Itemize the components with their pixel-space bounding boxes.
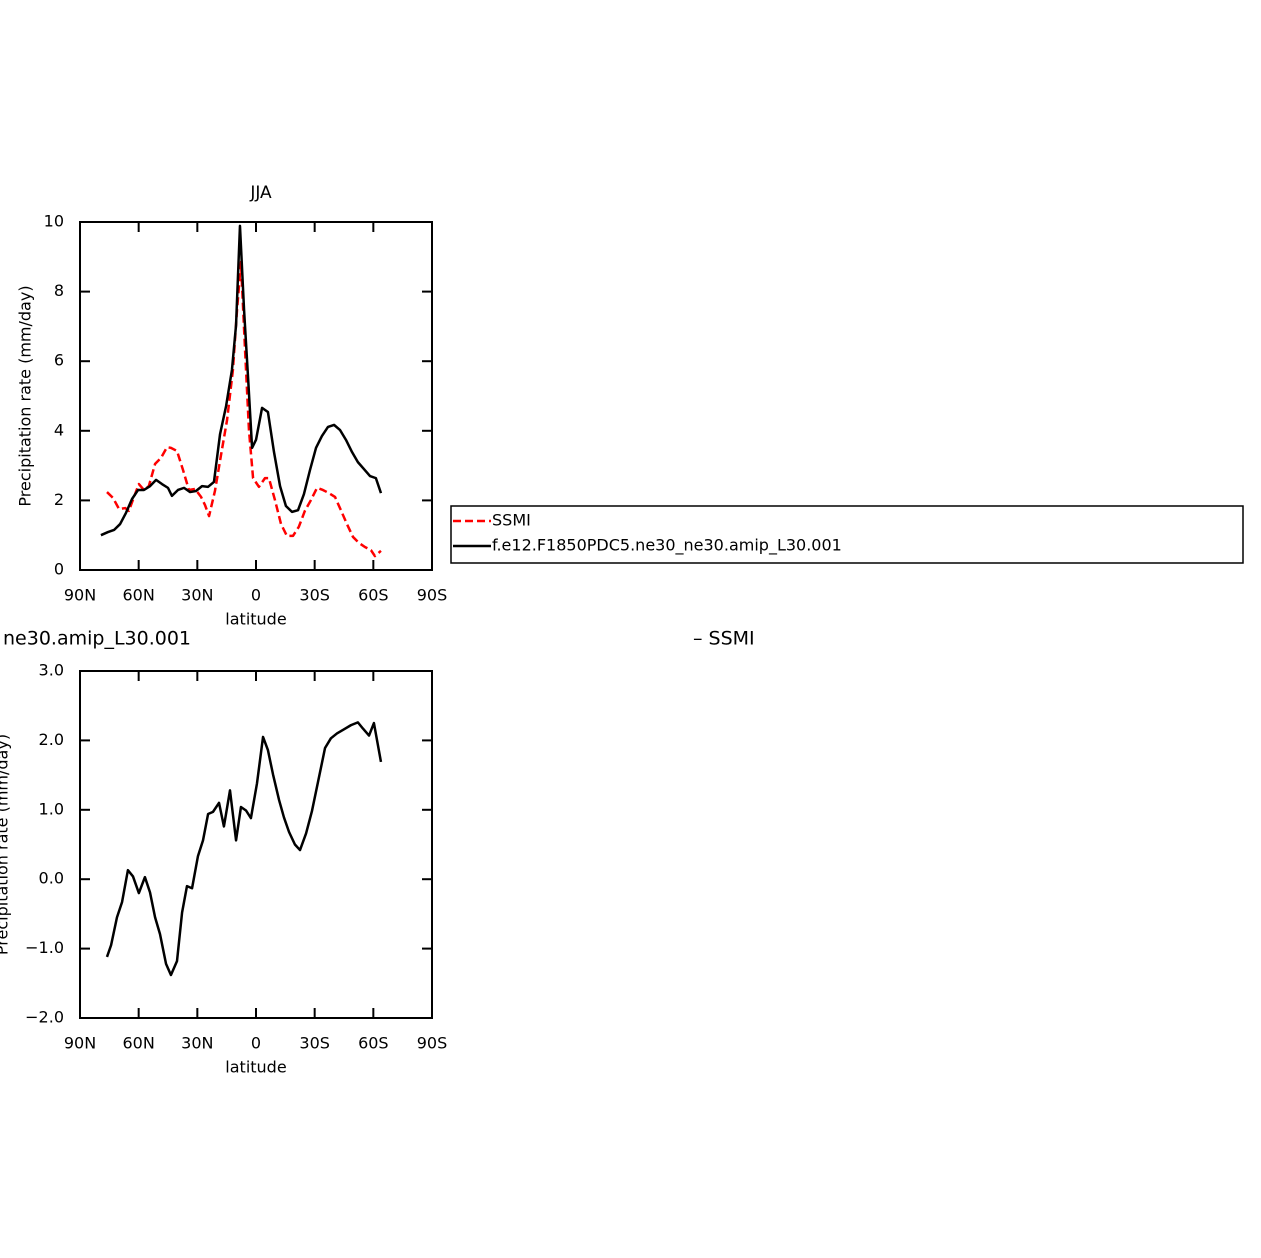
legend-label: f.e12.F1850PDC5.ne30_ne30.amip_L30.001 (492, 536, 842, 556)
x-axis-label: latitude (225, 610, 286, 629)
y-tick-label: 10 (44, 212, 64, 231)
y-tick-label: 2 (54, 490, 64, 509)
x-tick-label: 90N (64, 1034, 96, 1053)
x-tick-label: 60S (358, 586, 389, 605)
legend-box (450, 505, 1244, 564)
y-tick-label: 2.0 (39, 730, 64, 749)
x-tick-label: 30N (181, 586, 213, 605)
x-tick-label: 0 (251, 586, 261, 605)
legend-label: SSMI (492, 511, 531, 530)
plot-frame (79, 670, 433, 1019)
y-axis-label: Precipitation rate (mm/day) (16, 285, 35, 506)
chart-title-right: – SSMI (693, 628, 755, 650)
x-tick-label: 30S (299, 586, 330, 605)
y-tick-label: −2.0 (25, 1008, 64, 1027)
y-tick-label: 8 (54, 281, 64, 300)
chart-title: JJA (249, 183, 272, 203)
y-tick-label: −1.0 (25, 938, 64, 957)
y-tick-label: 1.0 (39, 799, 64, 818)
y-tick-label: 6 (54, 351, 64, 370)
y-tick-label: 0.0 (39, 869, 64, 888)
data-line (105, 721, 383, 977)
x-tick-label: 90S (417, 1034, 448, 1053)
x-tick-label: 30N (181, 1034, 213, 1053)
data-line (100, 224, 383, 537)
y-tick-label: 4 (54, 420, 64, 439)
x-tick-label: 60N (123, 1034, 155, 1053)
x-tick-label: 90S (417, 586, 448, 605)
y-axis-label: Precipitation rate (mm/day) (0, 734, 12, 955)
x-tick-label: 0 (251, 1034, 261, 1053)
x-tick-label: 30S (299, 1034, 330, 1053)
plot-frame (79, 221, 433, 571)
x-tick-label: 60N (123, 586, 155, 605)
x-tick-label: 90N (64, 586, 96, 605)
x-tick-label: 60S (358, 1034, 389, 1053)
y-tick-label: 0 (54, 560, 64, 579)
y-tick-label: 3.0 (39, 661, 64, 680)
x-axis-label: latitude (225, 1058, 286, 1077)
chart-title: ne30.amip_L30.001 (3, 628, 191, 650)
